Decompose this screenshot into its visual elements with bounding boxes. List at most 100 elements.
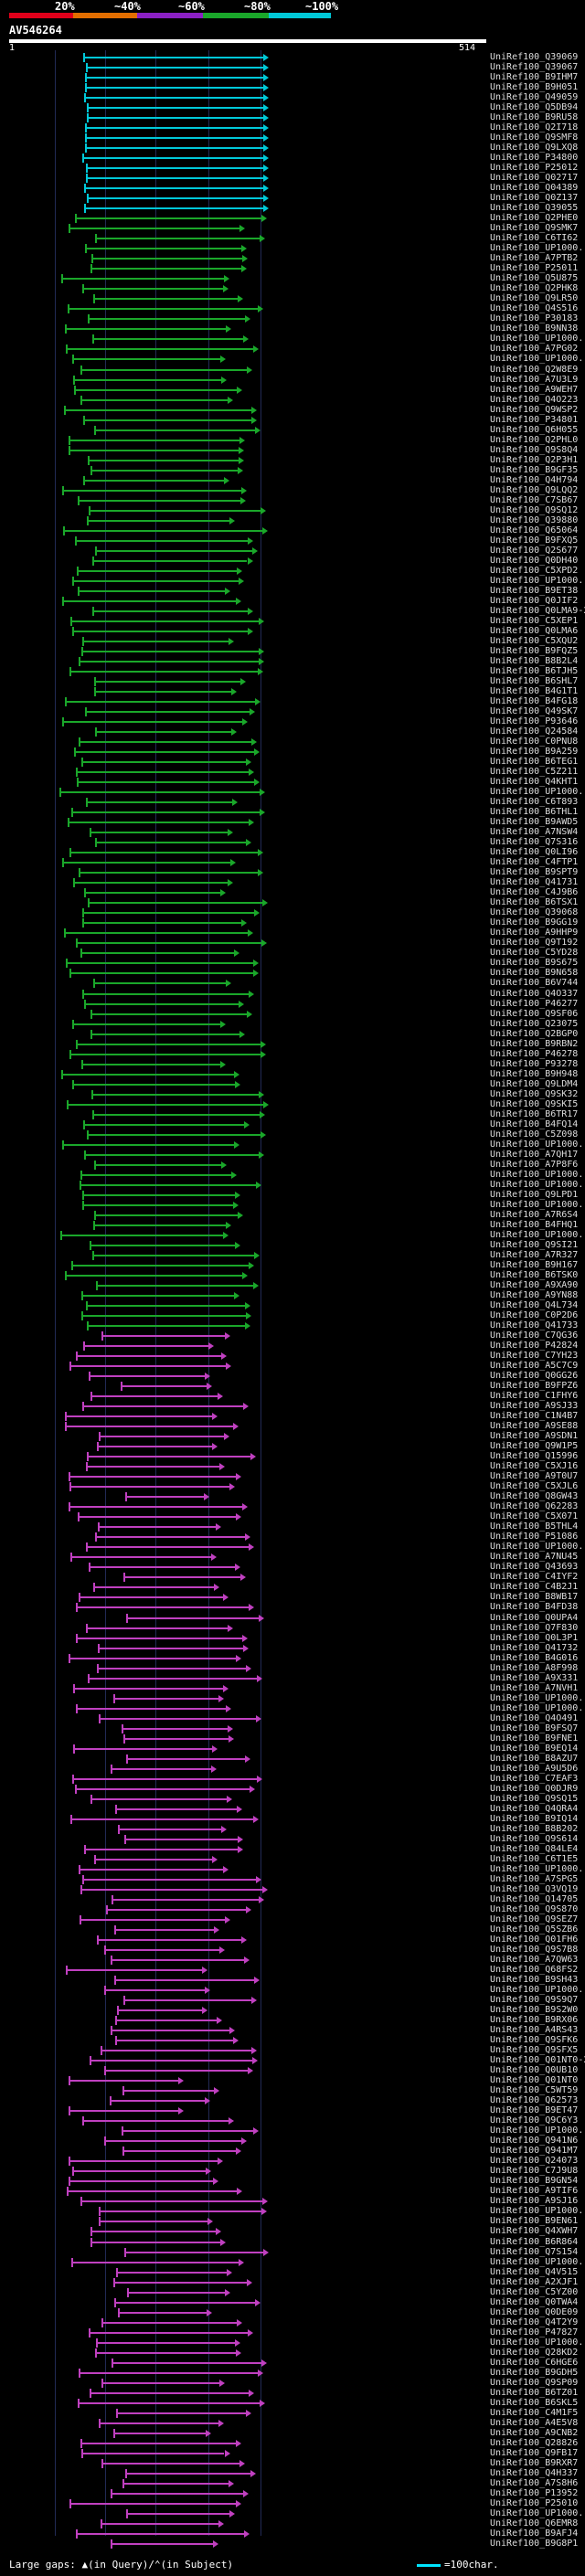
hit-alignment-line[interactable] [115, 2412, 246, 2414]
hit-alignment-line[interactable] [90, 2391, 249, 2394]
hit-label-link[interactable]: UniRef100_Q4XWH7 [490, 2226, 579, 2237]
hit-label-link[interactable]: UniRef100_Q41731 [490, 877, 579, 888]
hit-alignment-line[interactable] [114, 1929, 214, 1931]
hit-label-link[interactable]: UniRef100_A9T0U7 [490, 1471, 579, 1482]
hit-label-link[interactable]: UniRef100_A9TIF6 [490, 2186, 579, 2197]
hit-label-link[interactable]: UniRef100_A7NVH1 [490, 1682, 579, 1693]
hit-alignment-line[interactable] [81, 922, 242, 925]
hit-label-link[interactable]: UniRef100_Q0DE09 [490, 2306, 579, 2317]
hit-label-link[interactable]: UniRef100_C5X071 [490, 1511, 579, 1522]
hit-label-link[interactable]: UniRef100_Q9LDM4 [490, 1078, 579, 1089]
hit-alignment-line[interactable] [78, 1516, 236, 1519]
hit-alignment-line[interactable] [72, 378, 221, 381]
hit-label-link[interactable]: UniRef100_C4FTP1 [490, 857, 579, 868]
hit-alignment-line[interactable] [98, 2210, 262, 2213]
hit-label-link[interactable]: UniRef100_P51086 [490, 1532, 579, 1542]
hit-alignment-line[interactable] [87, 902, 262, 905]
hit-alignment-line[interactable] [92, 338, 244, 341]
hit-alignment-line[interactable] [75, 539, 249, 542]
hit-label-link[interactable]: UniRef100_B9SH43 [490, 1975, 579, 1986]
hit-label-link[interactable]: UniRef100_B6TR17 [490, 1108, 579, 1119]
hit-label-link[interactable]: UniRef100_Q9LR50 [490, 293, 579, 304]
hit-label-link[interactable]: UniRef100_C5XEP1 [490, 615, 579, 626]
hit-label-link[interactable]: UniRef100_A5C7C9 [490, 1361, 579, 1372]
hit-label-link[interactable]: UniRef100_A7NSW4 [490, 827, 579, 838]
hit-alignment-line[interactable] [75, 1787, 250, 1790]
hit-label-link[interactable]: UniRef100_Q4H337 [490, 2467, 579, 2478]
hit-alignment-line[interactable] [69, 2110, 178, 2113]
hit-label-link[interactable]: UniRef100_A9U5D6 [490, 1763, 579, 1774]
hit-label-link[interactable]: UniRef100_UP1000... [490, 1179, 585, 1190]
hit-label-link[interactable]: UniRef100_Q9SFX5 [490, 2045, 579, 2056]
hit-alignment-line[interactable] [77, 589, 226, 592]
hit-alignment-line[interactable] [85, 177, 263, 180]
hit-alignment-line[interactable] [69, 449, 239, 451]
hit-alignment-line[interactable] [70, 1264, 249, 1267]
hit-alignment-line[interactable] [69, 1365, 227, 1368]
hit-alignment-line[interactable] [81, 992, 249, 995]
hit-label-link[interactable]: UniRef100_Q9LQQ2 [490, 484, 579, 495]
hit-alignment-line[interactable] [88, 459, 239, 461]
hit-label-link[interactable]: UniRef100_Q14705 [490, 1893, 579, 1904]
hit-alignment-line[interactable] [83, 1345, 209, 1348]
hit-alignment-line[interactable] [112, 2281, 248, 2284]
hit-label-link[interactable]: UniRef100_A9YN88 [490, 1289, 579, 1300]
hit-label-link[interactable]: UniRef100_C7QG36 [490, 1330, 579, 1341]
hit-label-link[interactable]: UniRef100_Q5SZB6 [490, 1924, 579, 1935]
hit-label-link[interactable]: UniRef100_B4FHQ1 [490, 1219, 579, 1230]
hit-alignment-line[interactable] [85, 137, 263, 140]
hit-alignment-line[interactable] [113, 1697, 219, 1700]
hit-alignment-line[interactable] [87, 197, 263, 200]
hit-label-link[interactable]: UniRef100_Q9SEZ7 [490, 1913, 579, 1924]
hit-label-link[interactable]: UniRef100_Q68FS2 [490, 1965, 579, 1976]
hit-alignment-line[interactable] [79, 1183, 257, 1186]
hit-label-link[interactable]: UniRef100_Q01FH6 [490, 1935, 579, 1945]
hit-label-link[interactable]: UniRef100_Q9LPD1 [490, 1189, 579, 1200]
hit-label-link[interactable]: UniRef100_A9CNB2 [490, 2427, 579, 2438]
hit-alignment-line[interactable] [71, 358, 220, 361]
hit-label-link[interactable]: UniRef100_Q0UB10 [490, 2065, 579, 2076]
hit-label-link[interactable]: UniRef100_B9FQZ5 [490, 645, 579, 656]
hit-alignment-line[interactable] [94, 1214, 239, 1216]
hit-alignment-line[interactable] [101, 2321, 237, 2324]
hit-alignment-line[interactable] [69, 1486, 229, 1489]
hit-label-link[interactable]: UniRef100_Q9C6Y3 [490, 2115, 579, 2126]
hit-label-link[interactable]: UniRef100_Q2P3H1 [490, 454, 579, 465]
hit-label-link[interactable]: UniRef100_C5XPD2 [490, 565, 579, 576]
hit-alignment-line[interactable] [80, 952, 234, 955]
hit-alignment-line[interactable] [75, 1606, 250, 1609]
hit-label-link[interactable]: UniRef100_B6V744 [490, 978, 579, 989]
hit-alignment-line[interactable] [77, 499, 241, 502]
hit-label-link[interactable]: UniRef100_UP1000... [490, 2256, 585, 2267]
hit-alignment-line[interactable] [72, 1083, 235, 1086]
hit-alignment-line[interactable] [71, 2170, 207, 2173]
hit-label-link[interactable]: UniRef100_A7QW63 [490, 1955, 579, 1966]
hit-alignment-line[interactable] [60, 278, 224, 281]
hit-label-link[interactable]: UniRef100_UP1000... [490, 1702, 585, 1713]
hit-label-link[interactable]: UniRef100_C4B2J1 [490, 1582, 579, 1593]
hit-alignment-line[interactable] [67, 2190, 238, 2193]
hit-label-link[interactable]: UniRef100_B6R864 [490, 2236, 579, 2247]
hit-label-link[interactable]: UniRef100_Q2S677 [490, 545, 579, 556]
hit-alignment-line[interactable] [121, 1385, 207, 1388]
hit-alignment-line[interactable] [69, 972, 254, 975]
hit-alignment-line[interactable] [81, 1878, 256, 1881]
hit-label-link[interactable]: UniRef100_Q4T2Y9 [490, 2316, 579, 2327]
hit-label-link[interactable]: UniRef100_B9FPZ6 [490, 1381, 579, 1392]
hit-label-link[interactable]: UniRef100_C4M1F5 [490, 2407, 579, 2418]
hit-alignment-line[interactable] [101, 2050, 251, 2052]
hit-alignment-line[interactable] [93, 1163, 221, 1166]
hit-alignment-line[interactable] [88, 1375, 206, 1378]
hit-alignment-line[interactable] [125, 1757, 246, 1760]
hit-label-link[interactable]: UniRef100_Q9T192 [490, 938, 579, 949]
hit-alignment-line[interactable] [86, 519, 230, 522]
hit-alignment-line[interactable] [65, 1969, 202, 1972]
hit-alignment-line[interactable] [64, 701, 255, 704]
hit-alignment-line[interactable] [96, 1939, 242, 1942]
hit-label-link[interactable]: UniRef100_C6T1E5 [490, 1853, 579, 1864]
hit-alignment-line[interactable] [78, 2371, 259, 2374]
hit-alignment-line[interactable] [121, 2130, 253, 2133]
hit-alignment-line[interactable] [68, 439, 240, 441]
hit-label-link[interactable]: UniRef100_A7R6S4 [490, 1209, 579, 1220]
hit-alignment-line[interactable] [90, 2241, 221, 2243]
